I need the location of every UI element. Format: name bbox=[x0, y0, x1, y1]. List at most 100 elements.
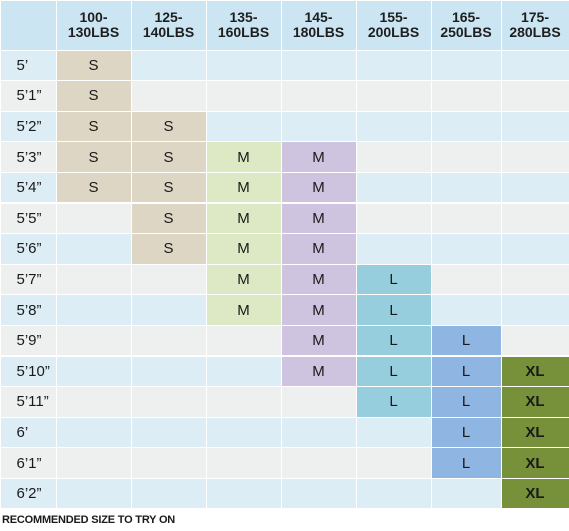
empty-cell bbox=[206, 387, 281, 417]
empty-cell bbox=[281, 111, 356, 142]
empty-cell bbox=[206, 325, 281, 356]
empty-cell bbox=[356, 478, 431, 509]
weight-column-header: 155- 200LBS bbox=[356, 0, 431, 50]
size-cell-l: L bbox=[431, 448, 501, 478]
size-cell-m: M bbox=[281, 325, 356, 356]
empty-cell bbox=[56, 478, 131, 509]
height-row-label: 5’10” bbox=[0, 356, 56, 387]
size-cell-s: S bbox=[56, 172, 131, 203]
empty-cell bbox=[501, 111, 569, 142]
size-cell-m: M bbox=[206, 172, 281, 203]
height-row-label: 5’6” bbox=[0, 234, 56, 264]
empty-cell bbox=[501, 295, 569, 325]
weight-column-header: 175- 280LBS bbox=[501, 0, 569, 50]
empty-cell bbox=[501, 50, 569, 81]
empty-cell bbox=[206, 111, 281, 142]
weight-column-header: 145- 180LBS bbox=[281, 0, 356, 50]
empty-cell bbox=[431, 478, 501, 509]
empty-cell bbox=[56, 295, 131, 325]
empty-cell bbox=[356, 448, 431, 478]
empty-cell bbox=[431, 203, 501, 234]
empty-cell bbox=[56, 448, 131, 478]
empty-cell bbox=[56, 356, 131, 387]
empty-cell bbox=[131, 81, 206, 111]
height-row-label: 5’8” bbox=[0, 295, 56, 325]
empty-cell bbox=[281, 81, 356, 111]
footnote: RECOMMENDED SIZE TO TRY ON bbox=[2, 514, 176, 526]
height-row-label: 5’9” bbox=[0, 325, 56, 356]
weight-column-header: 125- 140LBS bbox=[131, 0, 206, 50]
empty-cell bbox=[206, 478, 281, 509]
empty-cell bbox=[206, 448, 281, 478]
empty-cell bbox=[501, 172, 569, 203]
empty-cell bbox=[56, 325, 131, 356]
empty-cell bbox=[501, 234, 569, 264]
empty-cell bbox=[56, 264, 131, 295]
empty-cell bbox=[431, 111, 501, 142]
size-cell-m: M bbox=[281, 142, 356, 172]
size-cell-m: M bbox=[281, 295, 356, 325]
empty-cell bbox=[206, 417, 281, 448]
empty-cell bbox=[501, 142, 569, 172]
height-row-label: 5’5” bbox=[0, 203, 56, 234]
weight-column-header: 165- 250LBS bbox=[431, 0, 501, 50]
size-cell-l: L bbox=[356, 356, 431, 387]
size-cell-s: S bbox=[56, 111, 131, 142]
empty-cell bbox=[131, 448, 206, 478]
size-cell-s: S bbox=[56, 50, 131, 81]
weight-column-header: 135- 160LBS bbox=[206, 0, 281, 50]
empty-cell bbox=[431, 81, 501, 111]
empty-cell bbox=[56, 234, 131, 264]
size-cell-l: L bbox=[431, 387, 501, 417]
empty-cell bbox=[206, 50, 281, 81]
size-chart-table: 100- 130LBS 125- 140LBS 135- 160LBS 145- 18… bbox=[0, 0, 569, 509]
size-cell-m: M bbox=[206, 142, 281, 172]
empty-cell bbox=[131, 417, 206, 448]
empty-cell bbox=[56, 387, 131, 417]
empty-cell bbox=[356, 172, 431, 203]
size-cell-l: L bbox=[431, 325, 501, 356]
size-cell-m: M bbox=[281, 234, 356, 264]
size-cell-s: S bbox=[131, 172, 206, 203]
empty-cell bbox=[206, 81, 281, 111]
height-row-label: 5’11” bbox=[0, 387, 56, 417]
size-cell-s: S bbox=[131, 142, 206, 172]
empty-cell bbox=[281, 50, 356, 81]
size-cell-m: M bbox=[281, 203, 356, 234]
empty-cell bbox=[131, 264, 206, 295]
empty-cell bbox=[356, 203, 431, 234]
size-cell-s: S bbox=[131, 203, 206, 234]
height-row-label: 6’ bbox=[0, 417, 56, 448]
empty-cell bbox=[281, 448, 356, 478]
empty-cell bbox=[131, 295, 206, 325]
empty-cell bbox=[431, 172, 501, 203]
size-cell-m: M bbox=[206, 264, 281, 295]
empty-cell bbox=[56, 203, 131, 234]
size-cell-xl: XL bbox=[501, 387, 569, 417]
empty-cell bbox=[56, 417, 131, 448]
size-cell-l: L bbox=[356, 325, 431, 356]
size-cell-s: S bbox=[56, 142, 131, 172]
size-cell-l: L bbox=[431, 417, 501, 448]
empty-cell bbox=[281, 417, 356, 448]
height-row-label: 5’1” bbox=[0, 81, 56, 111]
size-cell-m: M bbox=[206, 203, 281, 234]
empty-cell bbox=[356, 142, 431, 172]
size-cell-xl: XL bbox=[501, 478, 569, 509]
empty-cell bbox=[131, 478, 206, 509]
size-cell-m: M bbox=[281, 172, 356, 203]
empty-cell bbox=[281, 387, 356, 417]
empty-cell bbox=[281, 478, 356, 509]
empty-cell bbox=[131, 50, 206, 81]
header-corner-cell bbox=[0, 0, 56, 50]
empty-cell bbox=[206, 356, 281, 387]
size-cell-s: S bbox=[131, 234, 206, 264]
weight-column-header: 100- 130LBS bbox=[56, 0, 131, 50]
empty-cell bbox=[356, 50, 431, 81]
height-row-label: 5’ bbox=[0, 50, 56, 81]
empty-cell bbox=[356, 81, 431, 111]
empty-cell bbox=[431, 295, 501, 325]
size-cell-m: M bbox=[281, 356, 356, 387]
size-cell-xl: XL bbox=[501, 417, 569, 448]
size-cell-s: S bbox=[131, 111, 206, 142]
